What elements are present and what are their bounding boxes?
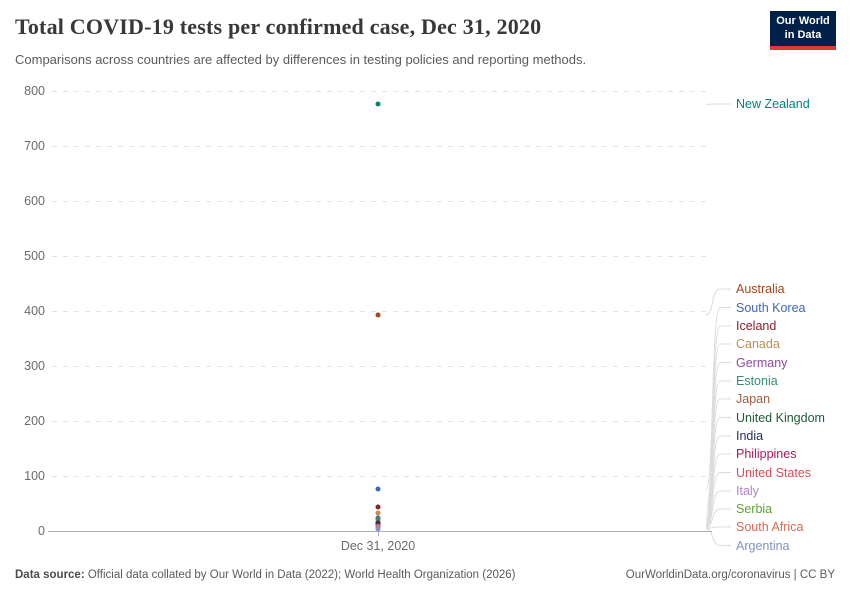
y-tick-label-400: 400 — [24, 304, 45, 318]
connector-canada — [705, 343, 731, 514]
data-source-text: Official data collated by Our World in D… — [84, 569, 516, 581]
country-label-germany[interactable]: Germany — [736, 355, 788, 370]
gridline-0 — [48, 531, 712, 532]
country-label-iceland[interactable]: Iceland — [736, 319, 777, 333]
gridline-800 — [52, 91, 712, 92]
owid-logo[interactable]: Our World in Data — [770, 11, 836, 50]
country-label-japan[interactable]: Japan — [736, 392, 771, 406]
x-axis-tick-mark — [378, 531, 379, 536]
connector-united-states — [705, 472, 731, 527]
y-tick-label-200: 200 — [24, 414, 45, 428]
connector-italy — [705, 490, 731, 528]
connector-germany — [705, 362, 731, 519]
country-label-south-korea[interactable]: South Korea — [736, 300, 806, 315]
connector-japan — [705, 398, 731, 523]
data-point-canada[interactable] — [375, 510, 381, 516]
y-tick-label-0: 0 — [38, 524, 45, 538]
connector-serbia — [705, 508, 731, 529]
country-label-south-africa[interactable]: South Africa — [736, 520, 804, 534]
chart-footer: Data source: Official data collated by O… — [15, 569, 835, 581]
y-tick-label-500: 500 — [24, 249, 45, 263]
connector-south-africa — [705, 526, 731, 529]
connector-philippines — [705, 453, 731, 526]
gridline-700 — [52, 146, 712, 147]
country-label-canada[interactable]: Canada — [736, 337, 780, 351]
chart-title: Total COVID-19 tests per confirmed case,… — [15, 14, 542, 39]
connector-estonia — [705, 380, 731, 520]
chart-subtitle: Comparisons across countries are affecte… — [15, 52, 587, 67]
data-point-new-zealand[interactable] — [375, 101, 381, 107]
gridline-400 — [52, 311, 712, 312]
country-label-italy[interactable]: Italy — [736, 484, 759, 498]
country-label-australia[interactable]: Australia — [736, 282, 785, 296]
data-point-south-korea[interactable] — [375, 486, 381, 492]
gridline-500 — [52, 256, 712, 257]
y-tick-label-100: 100 — [24, 469, 45, 483]
connector-united-kingdom — [705, 417, 731, 524]
x-axis-label: Dec 31, 2020 — [340, 539, 416, 553]
country-label-serbia[interactable]: Serbia — [736, 502, 773, 516]
data-source-label: Data source: — [15, 569, 85, 581]
owid-logo-line2: in Data — [784, 28, 822, 41]
data-point-australia[interactable] — [375, 312, 381, 318]
y-tick-label-800: 800 — [24, 84, 45, 98]
data-point-argentina[interactable] — [375, 526, 381, 532]
gridline-200 — [52, 421, 712, 422]
gridline-600 — [52, 201, 712, 202]
gridline-300 — [52, 366, 712, 367]
gridline-100 — [52, 476, 712, 477]
connector-south-korea — [705, 307, 731, 490]
y-tick-label-300: 300 — [24, 359, 45, 373]
country-label-philippines[interactable]: Philippines — [736, 447, 797, 461]
country-label-argentina[interactable]: Argentina — [736, 538, 790, 553]
country-label-united-states[interactable]: United States — [736, 465, 812, 480]
country-label-new-zealand[interactable]: New Zealand — [736, 97, 810, 111]
owid-link[interactable]: OurWorldinData.org/coronavirus | CC BY — [625, 569, 835, 581]
country-label-united-kingdom[interactable]: United Kingdom — [736, 410, 825, 425]
owid-logo-line1: Our World — [776, 14, 830, 27]
connector-iceland — [705, 325, 731, 508]
data-point-iceland[interactable] — [375, 504, 381, 510]
connector-india — [705, 435, 731, 525]
country-label-india[interactable]: India — [736, 429, 764, 443]
data-source-note: Data source: Official data collated by O… — [15, 569, 516, 581]
country-label-estonia[interactable]: Estonia — [736, 374, 778, 388]
y-tick-label-600: 600 — [24, 194, 45, 208]
y-tick-label-700: 700 — [24, 139, 45, 153]
